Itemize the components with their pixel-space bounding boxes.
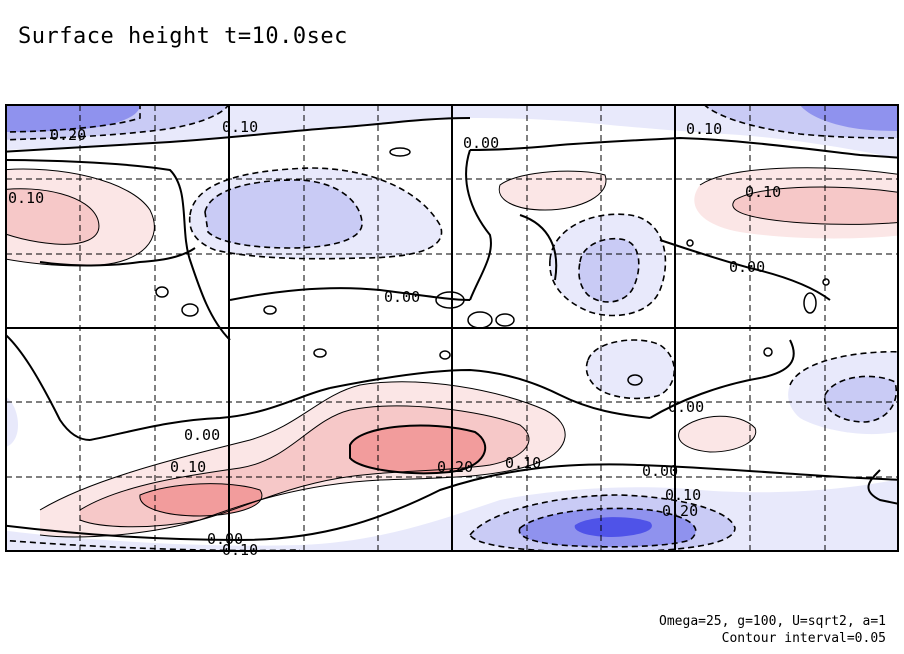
zero-contours [6,117,898,542]
pos-small-center [499,171,606,210]
contour-label: 0.10 [8,189,44,207]
contour-labels: 0.20 0.10 0.10 0.00 0.10 0.10 0.00 0.00 … [8,118,781,559]
neg-top-right-core [800,105,898,131]
pos-lower-band-2 [678,416,756,452]
neg-upper-center-mid [205,180,363,248]
neg-middle-spot [586,340,675,399]
contour-label: 0.10 [222,118,258,136]
contour-label: 0.10 [170,458,206,476]
contour-label: 0.00 [184,426,220,444]
graticule [5,104,899,552]
contour-label: 0.00 [207,530,243,548]
contour-label: 0.20 [50,126,86,144]
contour-label: 0.00 [668,398,704,416]
contour-label: 0.00 [729,258,765,276]
pos-core-contour [349,424,487,475]
pos-upper-left-mid [6,188,99,245]
noise-loops [155,147,830,386]
pos-upper-right-mid [732,187,898,225]
contour-label: 0.00 [384,288,420,306]
neg-left-edge [6,396,18,447]
neg-right-mid [824,376,897,422]
contour-label: 0.00 [642,462,678,480]
neg-center-right-mid [578,238,639,302]
contour-label: 0.10 [222,541,258,559]
contour-label: 0.10 [686,120,722,138]
contour-label: 0.10 [745,183,781,201]
contour-label: 0.20 [662,502,698,520]
contour-label: 0.10 [665,486,701,504]
contour-label: 0.10 [505,454,541,472]
neg-top-left-core [6,105,140,132]
plot-frame [5,104,899,552]
neg-bottom-core [574,517,652,537]
contour-label: 0.20 [437,458,473,476]
contour-interval-footnote: Contour interval=0.05 [721,631,886,646]
pos-lower-core-left [139,483,262,516]
chart-title: Surface height t=10.0sec [18,24,348,49]
contour-label: 0.00 [463,134,499,152]
parameters-footnote: Omega=25, g=100, U=sqrt2, a=1 [659,614,886,629]
